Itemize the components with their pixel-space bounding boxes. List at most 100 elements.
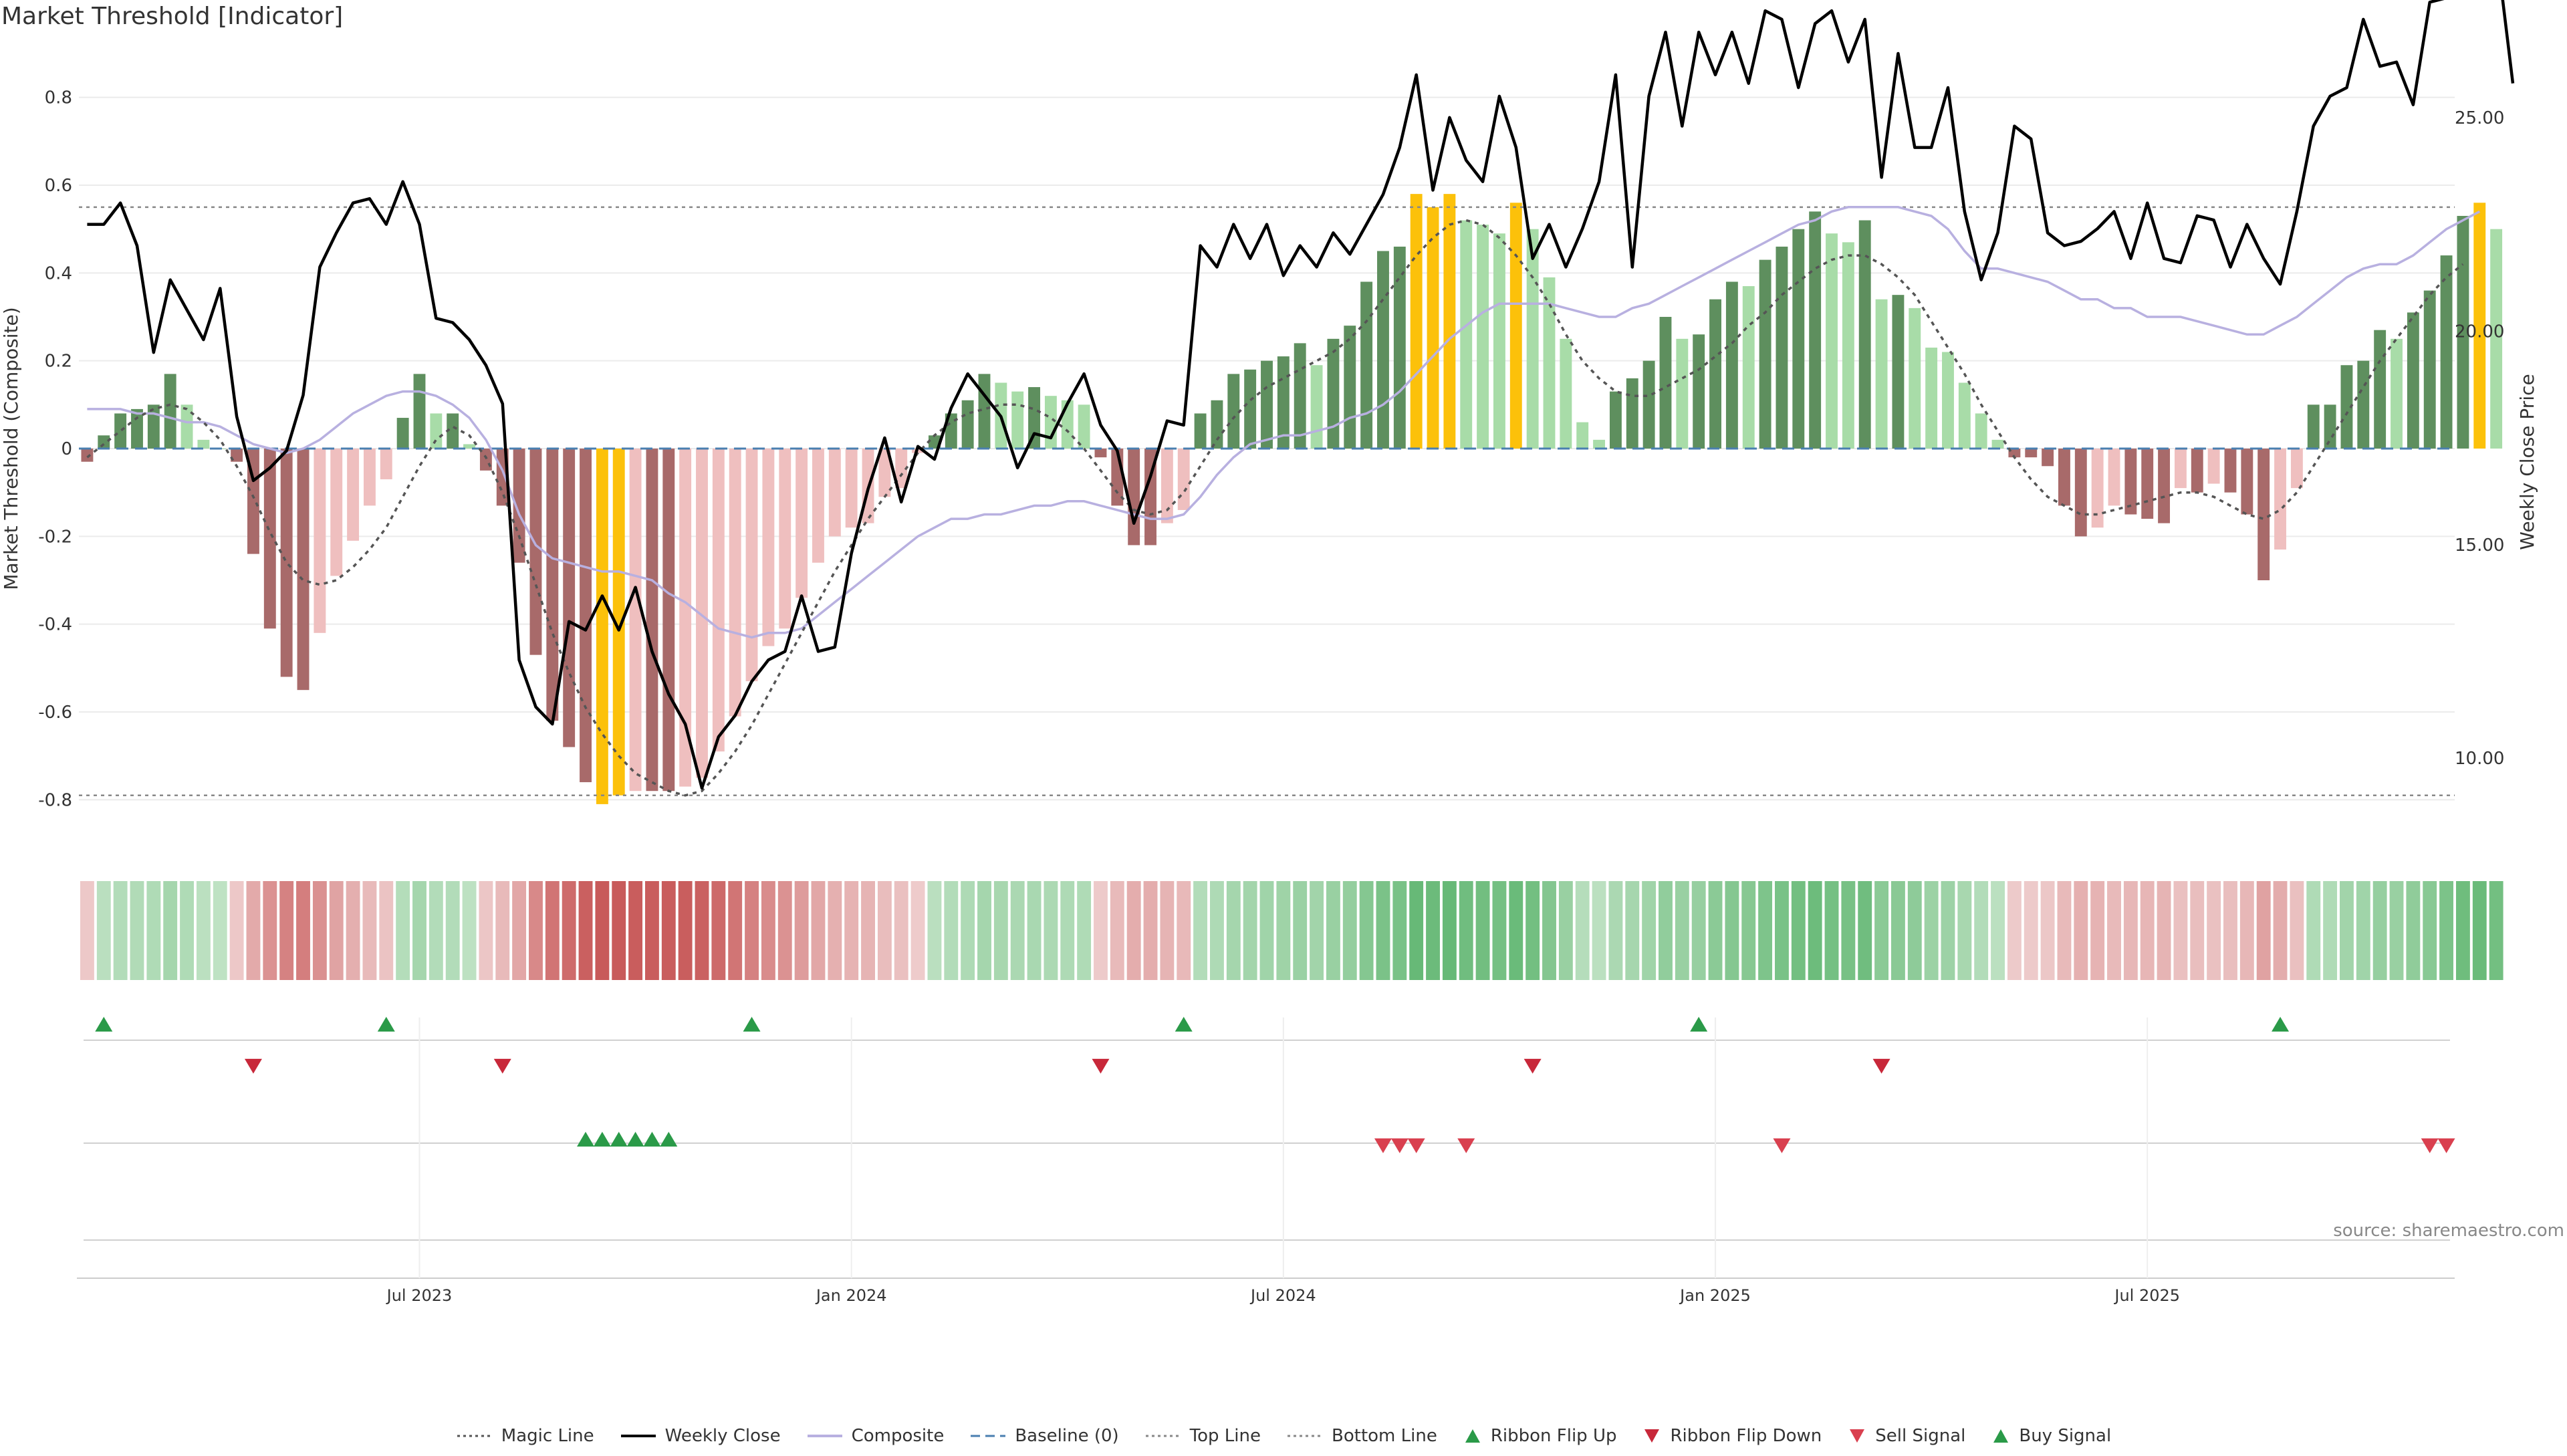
ribbon-cell xyxy=(362,881,377,980)
ribbon-flip-up-marker xyxy=(377,1017,395,1032)
composite-bar xyxy=(2058,449,2070,506)
ribbon-cell xyxy=(1143,881,1158,980)
composite-bar xyxy=(1044,396,1057,449)
sell-signal-marker xyxy=(2437,1138,2455,1153)
composite-bar xyxy=(2207,449,2220,484)
ribbon-cell xyxy=(396,881,410,980)
composite-bar xyxy=(1294,343,1306,449)
composite-bar xyxy=(1327,338,1340,449)
composite-bar xyxy=(629,449,642,792)
composite-bar xyxy=(2025,449,2038,458)
composite-bar xyxy=(2224,449,2237,493)
legend-label: Ribbon Flip Down xyxy=(1670,1426,1822,1446)
ribbon-cell xyxy=(2455,881,2470,980)
composite-bar xyxy=(1393,246,1406,449)
composite-bar xyxy=(430,413,443,449)
ribbon-flip-up-marker xyxy=(743,1017,761,1032)
composite-bar xyxy=(1909,308,1921,449)
source-note: source: sharemaestro.com xyxy=(2333,1221,2564,1241)
buy-signal-marker xyxy=(660,1132,678,1147)
ribbon-cell xyxy=(545,881,560,980)
composite-bar xyxy=(1826,233,1838,449)
composite-bar xyxy=(2490,229,2503,449)
ribbon-cell xyxy=(2140,881,2155,980)
composite-bar xyxy=(1809,211,1822,449)
ribbon-flip-up-marker xyxy=(95,1017,113,1032)
ribbon-cell xyxy=(1608,881,1623,980)
composite-bar xyxy=(612,449,625,796)
ribbon-cell xyxy=(728,881,743,980)
ribbon-cell xyxy=(1177,881,1191,980)
composite-bar xyxy=(2391,338,2403,449)
composite-bar xyxy=(546,449,559,721)
composite-bar xyxy=(1377,251,1389,449)
ribbon-cell xyxy=(861,881,875,980)
ribbon-cell xyxy=(80,881,94,980)
composite-bar xyxy=(1427,207,1439,449)
ribbon-cell xyxy=(1160,881,1175,980)
composite-bar xyxy=(396,418,409,449)
ribbon-cell xyxy=(777,881,792,980)
ribbon-cell xyxy=(113,881,128,980)
composite-bars xyxy=(81,194,2503,804)
composite-bar xyxy=(413,374,426,449)
ribbon-cell xyxy=(479,881,493,980)
composite-bar xyxy=(147,404,160,449)
ribbon-cell xyxy=(146,881,161,980)
composite-bar xyxy=(2357,360,2370,449)
composite-bar xyxy=(1776,246,1788,449)
composite-bar xyxy=(1958,382,1971,449)
ribbon-cell xyxy=(1725,881,1739,980)
legend-item: Sell Signal xyxy=(1847,1426,1965,1446)
ribbon-cell xyxy=(1791,881,1806,980)
grid-lines xyxy=(79,96,2455,801)
ribbon-cell xyxy=(1010,881,1025,980)
composite-bar xyxy=(2108,449,2120,506)
composite-bar xyxy=(712,449,725,752)
ribbon-cell xyxy=(2090,881,2105,980)
ribbon-cell xyxy=(1808,881,1822,980)
legend-swatch-icon xyxy=(1288,1435,1322,1437)
legend-triangle-down-icon xyxy=(1850,1429,1865,1443)
legend-item: Buy Signal xyxy=(1991,1426,2111,1446)
ribbon-cell xyxy=(1890,881,1905,980)
legend-item: Baseline (0) xyxy=(969,1426,1119,1446)
sell-signal-marker xyxy=(1457,1138,1475,1153)
ribbon-cell xyxy=(1392,881,1407,980)
x-tick-label: Jul 2024 xyxy=(1249,1286,1316,1305)
chart-title: Market Threshold [Indicator] xyxy=(1,3,344,30)
ribbon-cell xyxy=(296,881,310,980)
buy-signal-marker xyxy=(626,1132,644,1147)
composite-bar xyxy=(1360,281,1373,449)
legend-item: Ribbon Flip Up xyxy=(1463,1426,1616,1446)
composite-bar xyxy=(2473,203,2486,449)
composite-bar xyxy=(696,449,708,778)
composite-bar xyxy=(779,449,791,629)
composite-bar xyxy=(2423,290,2436,449)
ribbon-cell xyxy=(2057,881,2072,980)
composite-bar xyxy=(878,449,891,497)
legend-label: Buy Signal xyxy=(2019,1426,2112,1446)
buy-signal-marker xyxy=(610,1132,628,1147)
composite-bar xyxy=(1543,277,1556,449)
composite-bar xyxy=(263,449,276,629)
composite-bar xyxy=(2340,365,2353,449)
ribbon-cell xyxy=(2074,881,2088,980)
ribbon-cell xyxy=(1974,881,1989,980)
ribbon-cell xyxy=(1874,881,1889,980)
ribbon-flip-up-marker xyxy=(2272,1017,2290,1032)
ribbon-cell xyxy=(1775,881,1789,980)
ribbon-cell xyxy=(2256,881,2271,980)
ribbon-cell xyxy=(1525,881,1540,980)
composite-bar xyxy=(463,444,475,449)
composite-bar xyxy=(1858,220,1871,449)
y-tick-label: 0 xyxy=(61,439,72,459)
ribbon-cell xyxy=(1907,881,1922,980)
ribbon-cell xyxy=(1957,881,1972,980)
ribbon-cell xyxy=(2439,881,2454,980)
ribbon-cell xyxy=(1941,881,1955,980)
composite-bar xyxy=(580,449,592,783)
composite-bar xyxy=(2440,255,2453,449)
ribbon-cell xyxy=(1558,881,1573,980)
legend-item: Ribbon Flip Down xyxy=(1642,1426,1822,1446)
